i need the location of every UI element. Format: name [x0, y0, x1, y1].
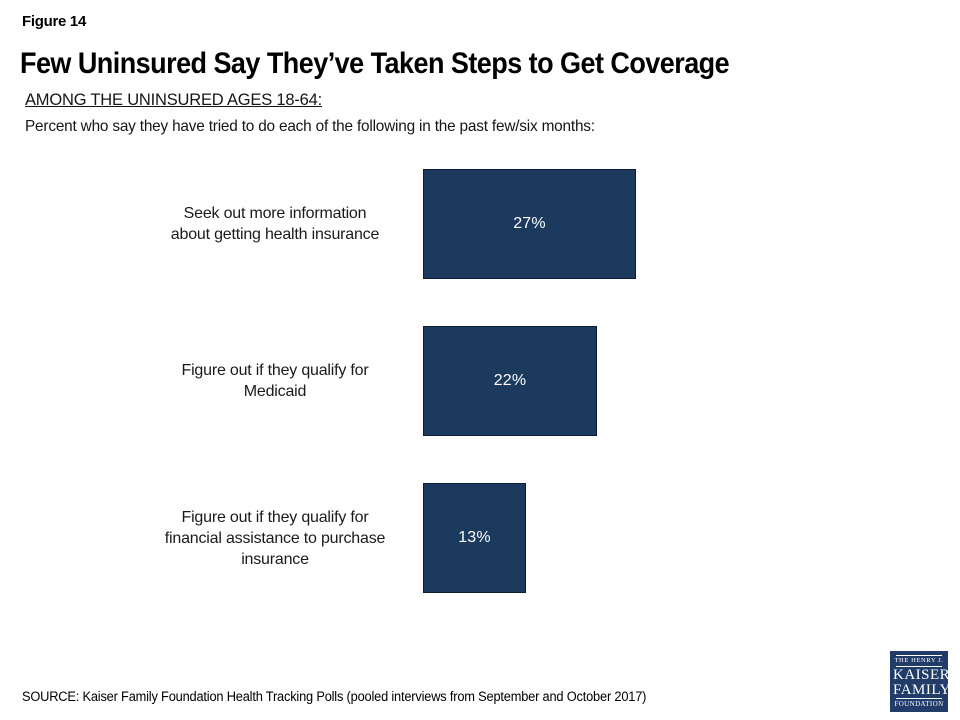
chart-row: Figure out if they qualify for Medicaid …	[0, 326, 960, 436]
bar-value-label: 13%	[458, 529, 491, 546]
chart-description: Percent who say they have tried to do ea…	[25, 118, 595, 135]
category-label-line: financial assistance to purchase	[164, 529, 386, 547]
category-label-line: Medicaid	[243, 383, 307, 400]
category-label: Figure out if they qualify for Medicaid	[130, 326, 420, 436]
category-label-line: Figure out if they qualify for	[181, 362, 369, 379]
logo-rule	[896, 666, 942, 667]
bar-value-label: 27%	[513, 215, 546, 232]
category-label-line: Seek out more information	[183, 205, 367, 222]
kff-logo: THE HENRY J. KAISER FAMILY FOUNDATION	[890, 651, 951, 712]
logo-rule	[896, 698, 942, 699]
figure-label: Figure 14	[22, 13, 86, 30]
logo-henry-text: THE HENRY J.	[894, 657, 944, 664]
logo-kaiser-text: KAISER	[893, 667, 951, 683]
bar-value-label: 22%	[493, 372, 527, 389]
bar: 22%	[423, 326, 597, 436]
page-title: Few Uninsured Say They’ve Taken Steps to…	[20, 47, 730, 80]
category-label-line: about getting health insurance	[170, 226, 380, 243]
chart-row: Figure out if they qualify for financial…	[0, 483, 960, 593]
category-label-line: insurance	[241, 550, 309, 568]
logo-rule	[896, 655, 942, 656]
source-note: SOURCE: Kaiser Family Foundation Health …	[22, 689, 647, 704]
logo-foundation-text: FOUNDATION	[894, 700, 944, 708]
bar: 27%	[423, 169, 636, 279]
bar: 13%	[423, 483, 526, 593]
category-label: Seek out more information about getting …	[130, 169, 420, 279]
subtitle: AMONG THE UNINSURED AGES 18-64:	[25, 90, 323, 109]
chart-row: Seek out more information about getting …	[0, 169, 960, 279]
logo-family-text: FAMILY	[893, 682, 951, 698]
category-label-line: Figure out if they qualify for	[181, 508, 369, 526]
category-label: Figure out if they qualify for financial…	[130, 483, 420, 593]
